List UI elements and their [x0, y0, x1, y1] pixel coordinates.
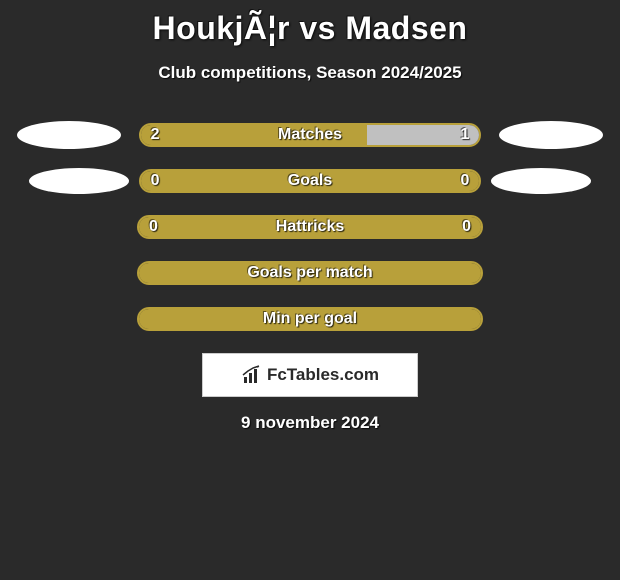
- stat-value-left: 2: [151, 126, 160, 144]
- stat-row-mpg: Min per goal: [0, 307, 620, 331]
- credit-box: FcTables.com: [0, 353, 620, 397]
- stat-label: Matches: [278, 126, 342, 144]
- stat-row-hattricks: 0 0 Hattricks: [0, 215, 620, 239]
- stat-bar-matches: 2 1 Matches: [139, 123, 482, 147]
- stat-value-right: 0: [462, 218, 471, 236]
- credit-card[interactable]: FcTables.com: [202, 353, 418, 397]
- stat-bar-gpm: Goals per match: [137, 261, 483, 285]
- stat-rows: 2 1 Matches 0 0 Goals 0 0 Hattricks Goals per mat…: [0, 123, 620, 331]
- avatar-col-right: [481, 168, 620, 194]
- stat-label: Hattricks: [276, 218, 344, 236]
- stat-bar-hattricks: 0 0 Hattricks: [137, 215, 483, 239]
- stat-value-right: 1: [460, 126, 469, 144]
- credit-text: FcTables.com: [267, 365, 379, 385]
- comparison-panel: HoukjÃ¦r vs Madsen Club competitions, Se…: [0, 0, 620, 433]
- avatar-col-left: [0, 168, 139, 194]
- stat-label: Goals per match: [247, 264, 372, 282]
- stat-label: Min per goal: [263, 310, 357, 328]
- stat-bar-mpg: Min per goal: [137, 307, 483, 331]
- bar-chart-icon: [241, 365, 263, 385]
- subtitle: Club competitions, Season 2024/2025: [0, 63, 620, 83]
- player-avatar-right: [491, 168, 591, 194]
- stat-row-goals: 0 0 Goals: [0, 169, 620, 193]
- stat-value-right: 0: [460, 172, 469, 190]
- avatar-col-left: [0, 121, 139, 149]
- player-avatar-left: [29, 168, 129, 194]
- stat-row-gpm: Goals per match: [0, 261, 620, 285]
- player-avatar-left: [17, 121, 121, 149]
- stat-row-matches: 2 1 Matches: [0, 123, 620, 147]
- player-avatar-right: [499, 121, 603, 149]
- stat-label: Goals: [288, 172, 332, 190]
- date-text: 9 november 2024: [0, 413, 620, 433]
- avatar-col-right: [481, 121, 620, 149]
- stat-value-left: 0: [149, 218, 158, 236]
- stat-value-left: 0: [151, 172, 160, 190]
- page-title: HoukjÃ¦r vs Madsen: [0, 10, 620, 47]
- stat-bar-goals: 0 0 Goals: [139, 169, 482, 193]
